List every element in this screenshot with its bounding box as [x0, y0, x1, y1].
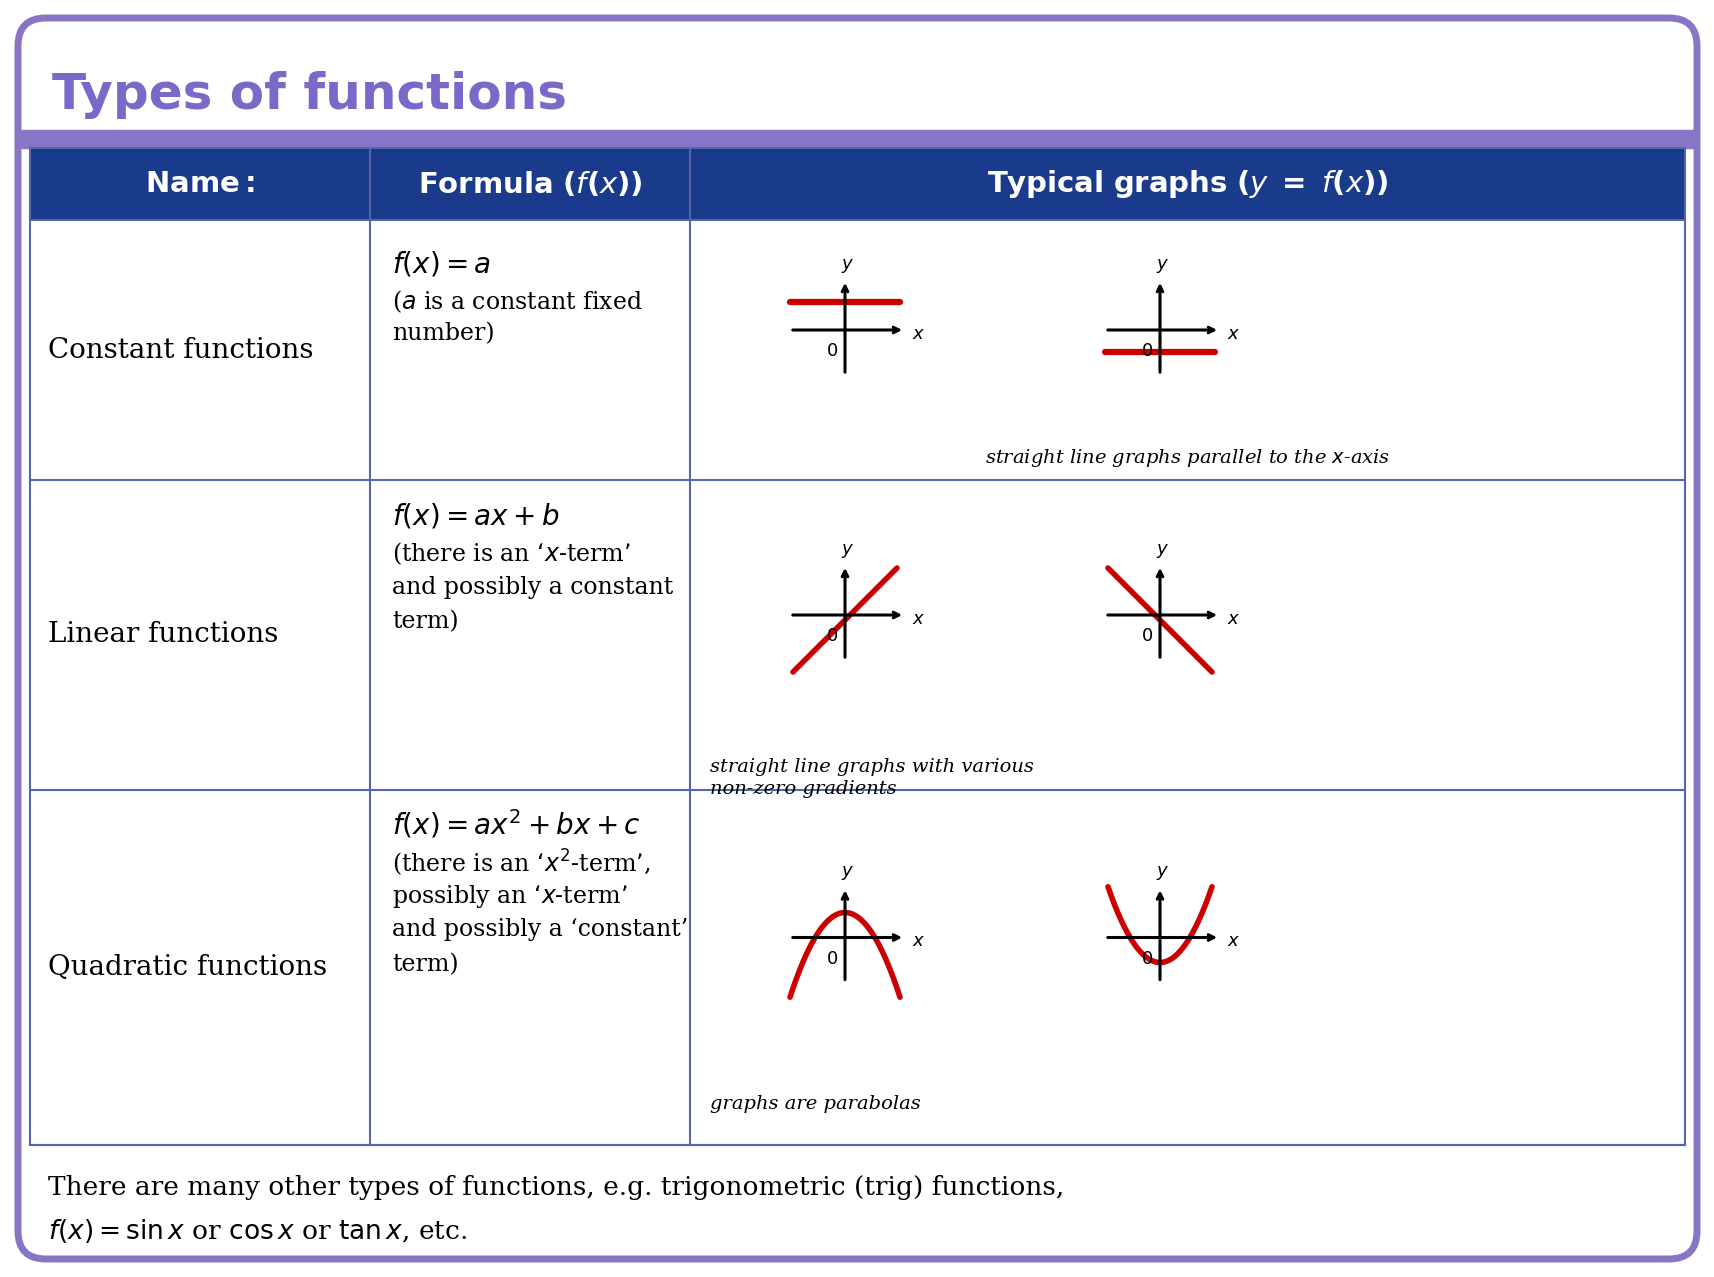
Text: (there is an ‘$x^2$-term’,: (there is an ‘$x^2$-term’, — [393, 847, 650, 877]
Text: straight line graphs with various: straight line graphs with various — [710, 759, 1034, 776]
Bar — [29, 148, 1685, 220]
Text: $f(x)=ax+b$: $f(x)=ax+b$ — [393, 502, 559, 531]
Text: $0$: $0$ — [826, 627, 838, 645]
Text: $0$: $0$ — [826, 342, 838, 360]
Text: $0$: $0$ — [1140, 342, 1152, 360]
Text: Types of functions: Types of functions — [51, 72, 567, 119]
Text: $f(x)=a$: $f(x)=a$ — [393, 250, 490, 278]
Text: straight line graphs parallel to the $x$-axis: straight line graphs parallel to the $x$… — [984, 447, 1390, 469]
Text: There are many other types of functions, e.g. trigonometric (trig) functions,: There are many other types of functions,… — [48, 1175, 1064, 1200]
Text: term): term) — [393, 953, 458, 976]
Bar — [29, 148, 1685, 1145]
Text: $x$: $x$ — [1226, 932, 1239, 950]
Text: number): number) — [393, 322, 494, 345]
Text: $0$: $0$ — [1140, 950, 1152, 968]
Text: possibly an ‘$x$-term’: possibly an ‘$x$-term’ — [393, 882, 627, 911]
Text: and possibly a ‘constant’: and possibly a ‘constant’ — [393, 918, 687, 941]
Text: $\mathbf{Typical\ graphs\ (}$$\mathit{y}$$\mathbf{\ =\ }$$\mathit{f}$$\mathbf{(}: $\mathbf{Typical\ graphs\ (}$$\mathit{y}… — [986, 169, 1387, 200]
Text: term): term) — [393, 610, 458, 633]
Text: Linear functions: Linear functions — [48, 622, 278, 649]
Text: $y$: $y$ — [842, 865, 854, 882]
Text: $y$: $y$ — [842, 257, 854, 275]
Text: (there is an ‘$x$-term’: (there is an ‘$x$-term’ — [393, 540, 631, 567]
Text: $\mathbf{Formula\ (}$$\mathit{f}$$\mathbf{(}$$\mathit{x}$$\mathbf{))}$: $\mathbf{Formula\ (}$$\mathit{f}$$\mathb… — [418, 170, 643, 198]
Text: $x$: $x$ — [912, 610, 926, 628]
FancyBboxPatch shape — [17, 18, 1697, 1259]
Text: $x$: $x$ — [1226, 326, 1239, 344]
Text: $y$: $y$ — [1155, 541, 1169, 561]
Text: $y$: $y$ — [842, 541, 854, 561]
Text: $x$: $x$ — [912, 326, 926, 344]
Text: $y$: $y$ — [1155, 865, 1169, 882]
Text: $y$: $y$ — [1155, 257, 1169, 275]
Text: $0$: $0$ — [1140, 627, 1152, 645]
Text: $0$: $0$ — [826, 950, 838, 968]
Text: $\bf{Name:}$: $\bf{Name:}$ — [144, 170, 255, 198]
Text: graphs are parabolas: graphs are parabolas — [710, 1094, 920, 1114]
Text: ($a$ is a constant fixed: ($a$ is a constant fixed — [393, 289, 643, 314]
Text: Constant functions: Constant functions — [48, 337, 314, 364]
Text: $x$: $x$ — [1226, 610, 1239, 628]
Text: Quadratic functions: Quadratic functions — [48, 954, 327, 981]
Text: $x$: $x$ — [912, 932, 926, 950]
Text: and possibly a constant: and possibly a constant — [393, 576, 674, 599]
Text: $f(x)=ax^2+bx+c$: $f(x)=ax^2+bx+c$ — [393, 808, 641, 840]
Text: non-zero gradients: non-zero gradients — [710, 780, 896, 798]
Text: $f(x)=\sin x$ or $\cos x$ or $\tan x$, etc.: $f(x)=\sin x$ or $\cos x$ or $\tan x$, e… — [48, 1217, 466, 1245]
